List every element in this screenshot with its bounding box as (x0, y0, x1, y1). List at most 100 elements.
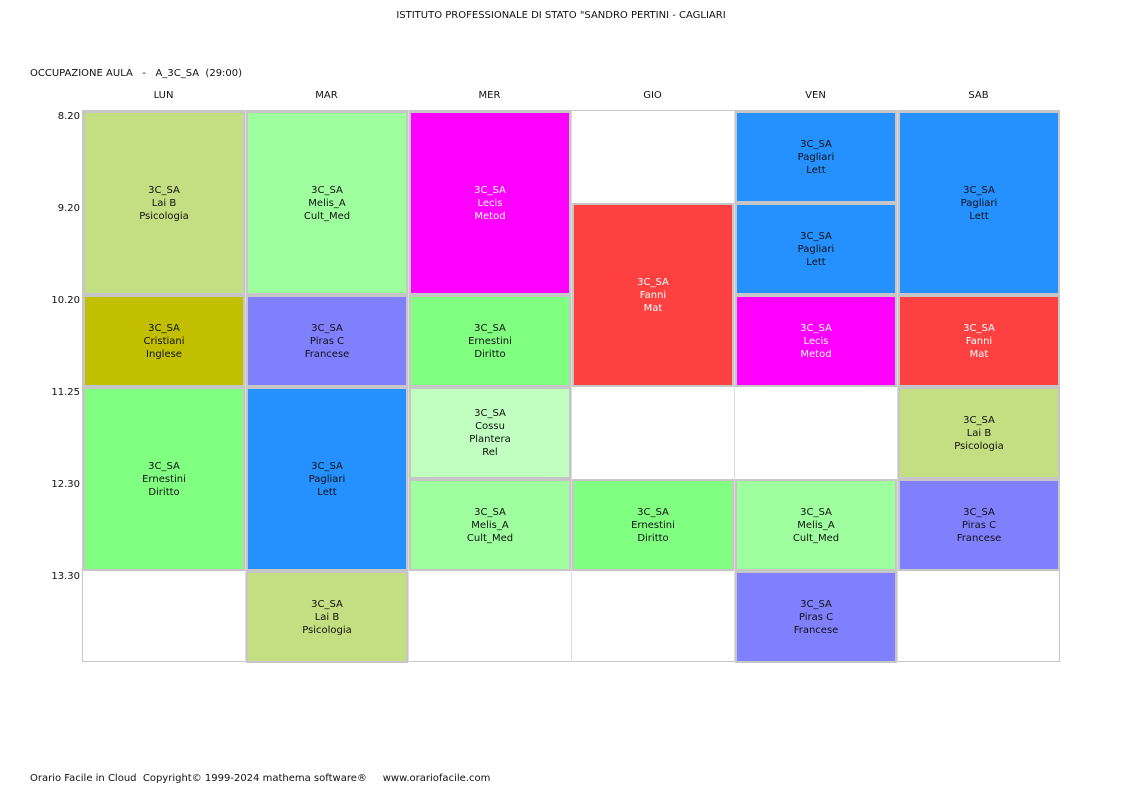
lesson-line: Metod (474, 210, 506, 222)
lesson-block-ven[interactable]: 3C_SA Lecis Metod (735, 295, 897, 387)
lesson-block-mer[interactable]: 3C_SA Lecis Metod (409, 111, 571, 295)
lesson-class: 3C_SA (311, 598, 343, 610)
lesson-class: 3C_SA (963, 322, 995, 334)
lesson-class: 3C_SA (474, 322, 506, 334)
grid-divider (897, 110, 898, 662)
lesson-line: Cristiani (143, 335, 185, 347)
lesson-class: 3C_SA (148, 460, 180, 472)
lesson-line: Lett (317, 486, 337, 498)
lesson-line: Diritto (148, 486, 180, 498)
lesson-block-sab[interactable]: 3C_SA Lai B Psicologia (898, 387, 1060, 479)
lesson-class: 3C_SA (963, 506, 995, 518)
time-label: 10.20 (51, 295, 80, 306)
lesson-line: Inglese (146, 348, 182, 360)
lesson-block-mer[interactable]: 3C_SA Ernestini Diritto (409, 295, 571, 387)
lesson-line: Diritto (637, 532, 669, 544)
lesson-block-sab[interactable]: 3C_SA Piras C Francese (898, 479, 1060, 571)
time-label: 9.20 (57, 203, 80, 214)
lesson-block-ven[interactable]: 3C_SA Melis_A Cult_Med (735, 479, 897, 571)
lesson-block-gio[interactable]: 3C_SA Fanni Mat (572, 203, 734, 387)
day-label-lun: LUN (153, 90, 174, 101)
lesson-line: Lecis (803, 335, 829, 347)
lesson-line: Mat (969, 348, 989, 360)
lesson-line: Melis_A (797, 519, 835, 531)
lesson-block-lun[interactable]: 3C_SA Lai B Psicologia (83, 111, 245, 295)
lesson-line: Lett (806, 256, 826, 268)
lesson-line: Francese (956, 532, 1002, 544)
lesson-class: 3C_SA (963, 414, 995, 426)
lesson-class: 3C_SA (148, 184, 180, 196)
lesson-class: 3C_SA (800, 230, 832, 242)
lesson-block-mer[interactable]: 3C_SA Melis_A Cult_Med (409, 479, 571, 571)
lesson-class: 3C_SA (148, 322, 180, 334)
time-label: 13.30 (51, 571, 80, 582)
lesson-class: 3C_SA (311, 460, 343, 472)
lesson-block-mar[interactable]: 3C_SA Lai B Psicologia (246, 571, 408, 663)
lesson-line: Francese (304, 348, 350, 360)
lesson-block-gio[interactable]: 3C_SA Ernestini Diritto (572, 479, 734, 571)
lesson-class: 3C_SA (637, 276, 669, 288)
lesson-block-sab[interactable]: 3C_SA Fanni Mat (898, 295, 1060, 387)
lesson-line: Lett (969, 210, 989, 222)
lesson-class: 3C_SA (311, 184, 343, 196)
lesson-line: Psicologia (954, 440, 1004, 452)
day-label-mer: MER (478, 90, 501, 101)
lesson-class: 3C_SA (800, 138, 832, 150)
lesson-class: 3C_SA (800, 506, 832, 518)
lesson-class: 3C_SA (800, 322, 832, 334)
lesson-line: Lai B (314, 611, 340, 623)
lesson-class: 3C_SA (474, 408, 506, 419)
lesson-line: Pagliari (308, 473, 346, 485)
lesson-class: 3C_SA (474, 184, 506, 196)
lesson-line: Ernestini (142, 473, 186, 485)
lesson-line: Diritto (474, 348, 506, 360)
lesson-line: Metod (800, 348, 832, 360)
room-caption: OCCUPAZIONE AULA - A_3C_SA (29:00) (30, 68, 243, 79)
lesson-line: Melis_A (471, 519, 509, 531)
lesson-line: Cult_Med (792, 532, 840, 544)
lesson-line: Cult_Med (303, 210, 351, 222)
lesson-line: Pagliari (960, 197, 998, 209)
day-label-ven: VEN (805, 90, 826, 101)
grid-divider (245, 110, 246, 662)
lesson-line: Rel (482, 447, 498, 458)
lesson-line: Melis_A (308, 197, 346, 209)
day-label-mar: MAR (315, 90, 338, 101)
day-label-gio: GIO (643, 90, 662, 101)
lesson-line: Ernestini (631, 519, 675, 531)
lesson-class: 3C_SA (311, 322, 343, 334)
lesson-block-sab[interactable]: 3C_SA Pagliari Lett (898, 111, 1060, 295)
lesson-line: Plantera (469, 434, 511, 445)
lesson-line: Lett (806, 164, 826, 176)
time-label: 11.25 (51, 387, 80, 398)
lesson-class: 3C_SA (474, 506, 506, 518)
lesson-block-ven[interactable]: 3C_SA Piras C Francese (735, 571, 897, 663)
grid-divider (734, 110, 735, 662)
lesson-line: Francese (793, 624, 839, 636)
lesson-line: Lecis (477, 197, 503, 209)
lesson-line: Pagliari (797, 151, 835, 163)
lesson-line: Piras C (961, 519, 997, 531)
lesson-block-lun[interactable]: 3C_SA Cristiani Inglese (83, 295, 245, 387)
lesson-block-mar[interactable]: 3C_SA Melis_A Cult_Med (246, 111, 408, 295)
lesson-line: Ernestini (468, 335, 512, 347)
page-title: ISTITUTO PROFESSIONALE DI STATO "SANDRO … (396, 10, 726, 21)
lesson-block-lun[interactable]: 3C_SA Ernestini Diritto (83, 387, 245, 571)
lesson-line: Lai B (151, 197, 177, 209)
lesson-block-ven[interactable]: 3C_SA Pagliari Lett (735, 203, 897, 295)
lesson-line: Psicologia (302, 624, 352, 636)
time-label: 12.30 (51, 479, 80, 490)
day-label-sab: SAB (968, 90, 989, 101)
lesson-line: Psicologia (139, 210, 189, 222)
lesson-block-ven[interactable]: 3C_SA Pagliari Lett (735, 111, 897, 203)
lesson-class: 3C_SA (963, 184, 995, 196)
lesson-block-mer[interactable]: 3C_SA Cossu Plantera Rel (409, 387, 571, 479)
lesson-line: Lai B (966, 427, 992, 439)
lesson-line: Cult_Med (466, 532, 514, 544)
lesson-line: Cossu (475, 421, 505, 432)
lesson-block-mar[interactable]: 3C_SA Pagliari Lett (246, 387, 408, 571)
lesson-line: Fanni (639, 289, 667, 301)
lesson-block-mar[interactable]: 3C_SA Piras C Francese (246, 295, 408, 387)
lesson-line: Piras C (309, 335, 345, 347)
lesson-class: 3C_SA (800, 598, 832, 610)
